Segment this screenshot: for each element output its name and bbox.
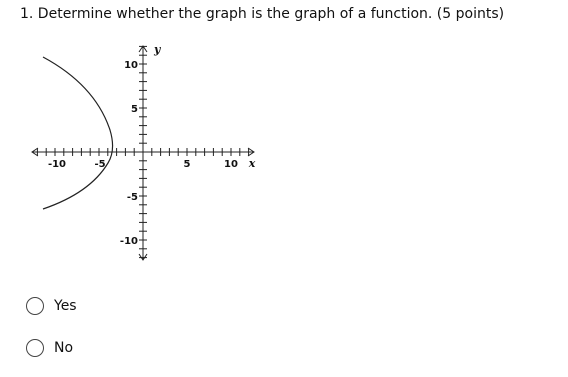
radio[interactable] [26, 339, 44, 357]
y-tick-label: 10 [124, 60, 138, 71]
x-tick-label: -10 [48, 159, 66, 170]
x-axis-label: x [248, 157, 256, 170]
y-tick-label: -5 [127, 192, 138, 203]
y-tick-label: -10 [120, 236, 138, 247]
y-axis-label: y [153, 43, 162, 56]
x-tick-label: 10 [224, 159, 238, 170]
option[interactable]: Yes [26, 297, 77, 315]
option[interactable]: No [26, 339, 73, 357]
option-label[interactable]: Yes [54, 298, 77, 314]
graph: -10 -5 5 10 x 10 5 -5 -10 y [31, 43, 256, 261]
x-tick-label: -5 [94, 159, 105, 170]
question-text: 1. Determine whether the graph is the gr… [20, 6, 505, 22]
radio[interactable] [26, 297, 44, 315]
curve [42, 56, 114, 210]
y-tick-label: 5 [131, 104, 138, 115]
x-tick-label: 5 [184, 159, 191, 170]
option-label[interactable]: No [54, 340, 74, 356]
